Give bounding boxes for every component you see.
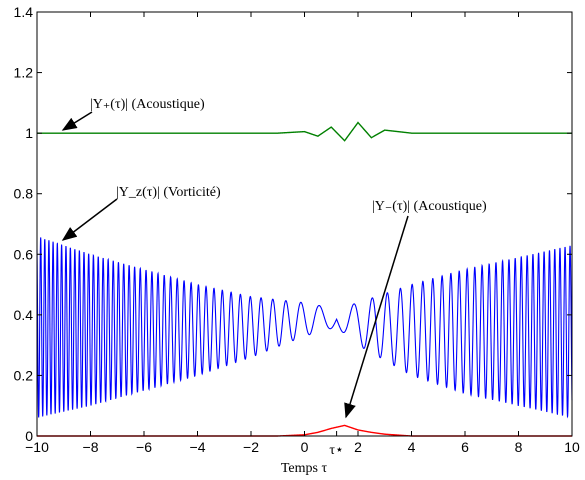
y-tick-label: 0.2 <box>14 367 34 383</box>
annotation-y-plus-arrow <box>61 111 93 131</box>
x-tick-label: −4 <box>190 439 206 455</box>
x-tick-label-tau-star: τ⋆ <box>329 443 343 458</box>
y-tick-label: 1.4 <box>14 4 34 20</box>
y-tick-label: 1 <box>25 125 33 141</box>
annotation-y-z: |Y_z(τ)| (Vorticité) <box>61 185 221 241</box>
annotation-y-minus-label: |Y₋(τ)| (Acoustique) <box>372 199 487 214</box>
x-tick-label: 0 <box>301 439 309 455</box>
annotation-y-plus: |Y₊(τ)| (Acoustique) <box>61 97 205 131</box>
series-layer <box>36 121 573 437</box>
annotation-y-z-label: |Y_z(τ)| (Vorticité) <box>116 185 221 200</box>
x-axis-label: Temps τ <box>281 461 328 476</box>
ticks-layer: −10 −8 −6 −4 −2 0 2 4 6 8 10 τ⋆ 0 0.2 0.4 0.6 0.8 1 1.2 1.4 <box>14 4 580 458</box>
x-tick-label: −2 <box>243 439 259 455</box>
y-tick-label: 0.4 <box>14 307 34 323</box>
x-tick-label: 10 <box>564 439 580 455</box>
annotation-y-minus: |Y₋(τ)| (Acoustique) <box>344 199 487 419</box>
series-line-y-plus <box>37 121 572 142</box>
y-tick-label: 0 <box>25 428 33 444</box>
series-line-vorticite <box>36 237 573 419</box>
x-tick-label: −6 <box>136 439 152 455</box>
x-tick-label: 4 <box>408 439 416 455</box>
y-tick-label: 1.2 <box>14 65 34 81</box>
annotation-y-plus-label: |Y₊(τ)| (Acoustique) <box>90 97 205 112</box>
x-tick-label: −10 <box>25 439 49 455</box>
x-tick-label: 8 <box>515 439 523 455</box>
y-tick-label: 0.8 <box>14 186 34 202</box>
x-tick-label: 2 <box>354 439 362 455</box>
x-tick-label: −8 <box>83 439 99 455</box>
x-tick-label: 6 <box>461 439 469 455</box>
y-tick-label: 0.6 <box>14 246 34 262</box>
annotation-y-minus-arrow <box>344 215 409 419</box>
annotation-y-z-arrow <box>61 198 118 241</box>
